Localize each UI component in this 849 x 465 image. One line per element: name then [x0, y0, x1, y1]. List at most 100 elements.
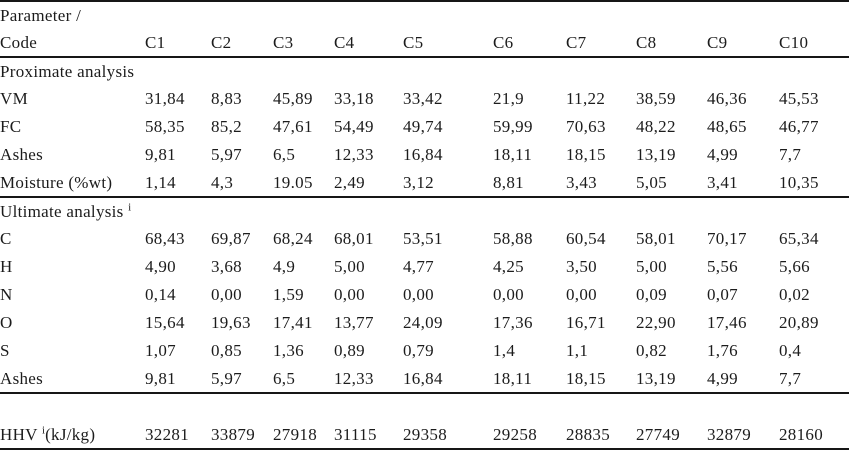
table-cell: 58,88 — [493, 229, 533, 248]
hhv-value-c4: 31115 — [334, 424, 377, 444]
table-cell: 48,65 — [707, 117, 747, 136]
col-header-c7: C7 — [566, 32, 587, 52]
table-cell: 58,01 — [636, 229, 676, 248]
table-cell: 20,89 — [779, 313, 819, 332]
table-cell: 3,12 — [403, 172, 434, 192]
col-header-c8: C8 — [636, 32, 657, 52]
header-param-line2: Code — [0, 32, 38, 52]
hhv-value-c1: 32281 — [145, 424, 189, 444]
table-cell: 3,41 — [707, 172, 738, 192]
row-label: VM — [0, 89, 28, 108]
table-cell: 19,63 — [211, 313, 251, 332]
table-cell: 1,4 — [493, 341, 516, 360]
coal-analysis-table: Parameter / Code C1 C2 C3 C4 C5 C6 C7 C8… — [0, 0, 849, 449]
footnote-marker: i — [128, 200, 132, 213]
header-row-parameter: Parameter / — [0, 1, 849, 29]
table-cell: 65,34 — [779, 229, 819, 248]
table-cell: 5,66 — [779, 257, 810, 276]
table-cell: 85,2 — [211, 117, 242, 136]
table-cell: 4,25 — [493, 257, 524, 276]
table-cell: 12,33 — [334, 145, 374, 164]
table-cell: 21,9 — [493, 89, 524, 108]
table-cell: 24,09 — [403, 313, 443, 332]
table-cell: 68,24 — [273, 229, 313, 248]
hhv-row-label: HHV i(kJ/kg) — [0, 421, 145, 449]
table-cell: 8,83 — [211, 89, 242, 108]
col-header-c3: C3 — [273, 32, 294, 52]
table-cell: 17,36 — [493, 313, 533, 332]
table-cell: 0,02 — [779, 285, 810, 304]
header-param-line1: Parameter / — [0, 5, 82, 25]
table-cell: 59,99 — [493, 117, 533, 136]
hhv-footnote-marker: i — [42, 423, 46, 436]
hhv-value-c6: 29258 — [493, 424, 537, 444]
table-cell: 69,87 — [211, 229, 251, 248]
table-cell: 5,97 — [211, 145, 242, 164]
table-cell: 1,07 — [145, 341, 176, 360]
table-cell: 18,15 — [566, 368, 606, 388]
table-cell: 49,74 — [403, 117, 443, 136]
table-cell: 0,00 — [493, 285, 524, 304]
table-cell: 18,15 — [566, 145, 606, 164]
table-cell: 4,90 — [145, 257, 176, 276]
table-cell: 33,18 — [334, 89, 374, 108]
table-cell: 1,14 — [145, 172, 176, 192]
table-cell: 3,68 — [211, 257, 242, 276]
table-cell: 5,05 — [636, 172, 667, 192]
table-cell: 9,81 — [145, 145, 176, 164]
table-cell: 0,14 — [145, 285, 176, 304]
table-cell: 70,63 — [566, 117, 606, 136]
spacer-row — [0, 393, 849, 421]
table-body: Proximate analysis VM 31,84 8,83 45,89 33,18 3… — [0, 57, 849, 393]
hhv-value-c10: 28160 — [779, 424, 823, 444]
table-cell: 18,11 — [493, 368, 533, 388]
row-label: Ashes — [0, 145, 44, 164]
table-row: Ashes 9,81 5,97 6,5 12,33 16,84 18,11 18,15 13,1… — [0, 365, 849, 393]
hhv-value-c9: 32879 — [707, 424, 751, 444]
table-cell: 16,71 — [566, 313, 606, 332]
row-label: FC — [0, 117, 22, 136]
table-cell: 0,00 — [566, 285, 597, 304]
table-cell: 54,49 — [334, 117, 374, 136]
hhv-unit: (kJ/kg) — [45, 424, 96, 444]
table-cell: 0,00 — [334, 285, 365, 304]
row-label: S — [0, 341, 10, 360]
table-cell: 12,33 — [334, 368, 374, 388]
hhv-value-c5: 29358 — [403, 424, 447, 444]
table-cell: 0,82 — [636, 341, 667, 360]
header-row-1-empty — [145, 1, 849, 29]
table-cell: 18,11 — [493, 145, 533, 164]
hhv-value-c2: 33879 — [211, 424, 255, 444]
row-label: C — [0, 229, 12, 248]
table-cell: 0,4 — [779, 341, 802, 360]
section-title-row: Ultimate analysis i — [0, 197, 849, 225]
table-cell: 13,19 — [636, 145, 676, 164]
table-cell: 0,85 — [211, 341, 242, 360]
table-cell: 31,84 — [145, 89, 185, 108]
table-cell: 2,49 — [334, 172, 365, 192]
table-row: H 4,90 3,68 4,9 5,00 4,77 4,25 3,50 5,00 5,56 5,66 — [0, 253, 849, 281]
row-label: Moisture (%wt) — [0, 172, 113, 192]
table-cell: 33,42 — [403, 89, 443, 108]
table-cell: 53,51 — [403, 229, 443, 248]
table-cell: 5,00 — [334, 257, 365, 276]
row-label: Ashes — [0, 368, 44, 388]
table-cell: 16,84 — [403, 368, 443, 388]
table-cell: 5,56 — [707, 257, 738, 276]
table-cell: 0,09 — [636, 285, 667, 304]
table-cell: 70,17 — [707, 229, 747, 248]
table-row: Ashes 9,81 5,97 6,5 12,33 16,84 18,11 18,15 13,1… — [0, 141, 849, 169]
table-cell: 6,5 — [273, 368, 296, 388]
table-cell: 4,99 — [707, 368, 738, 388]
paper-table-page: Parameter / Code C1 C2 C3 C4 C5 C6 C7 C8… — [0, 0, 849, 449]
table-cell: 5,97 — [211, 368, 242, 388]
col-header-c10: C10 — [779, 32, 809, 52]
table-cell: 1,59 — [273, 285, 304, 304]
col-header-c1: C1 — [145, 32, 166, 52]
table-cell: 68,01 — [334, 229, 374, 248]
table-cell: 0,79 — [403, 341, 434, 360]
hhv-row: HHV i(kJ/kg) 32281 33879 27918 31115 293… — [0, 421, 849, 449]
table-cell: 10,35 — [779, 172, 819, 192]
table-cell: 46,36 — [707, 89, 747, 108]
row-label: H — [0, 257, 13, 276]
